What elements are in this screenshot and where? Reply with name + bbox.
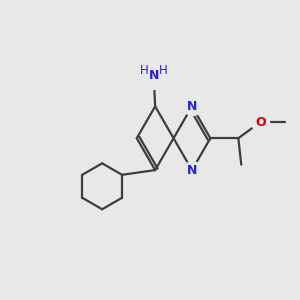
Text: N: N [148,69,159,82]
Text: N: N [187,100,197,113]
Text: N: N [187,164,197,177]
Text: O: O [255,116,266,128]
Text: H: H [159,64,167,76]
Text: H: H [140,64,148,76]
